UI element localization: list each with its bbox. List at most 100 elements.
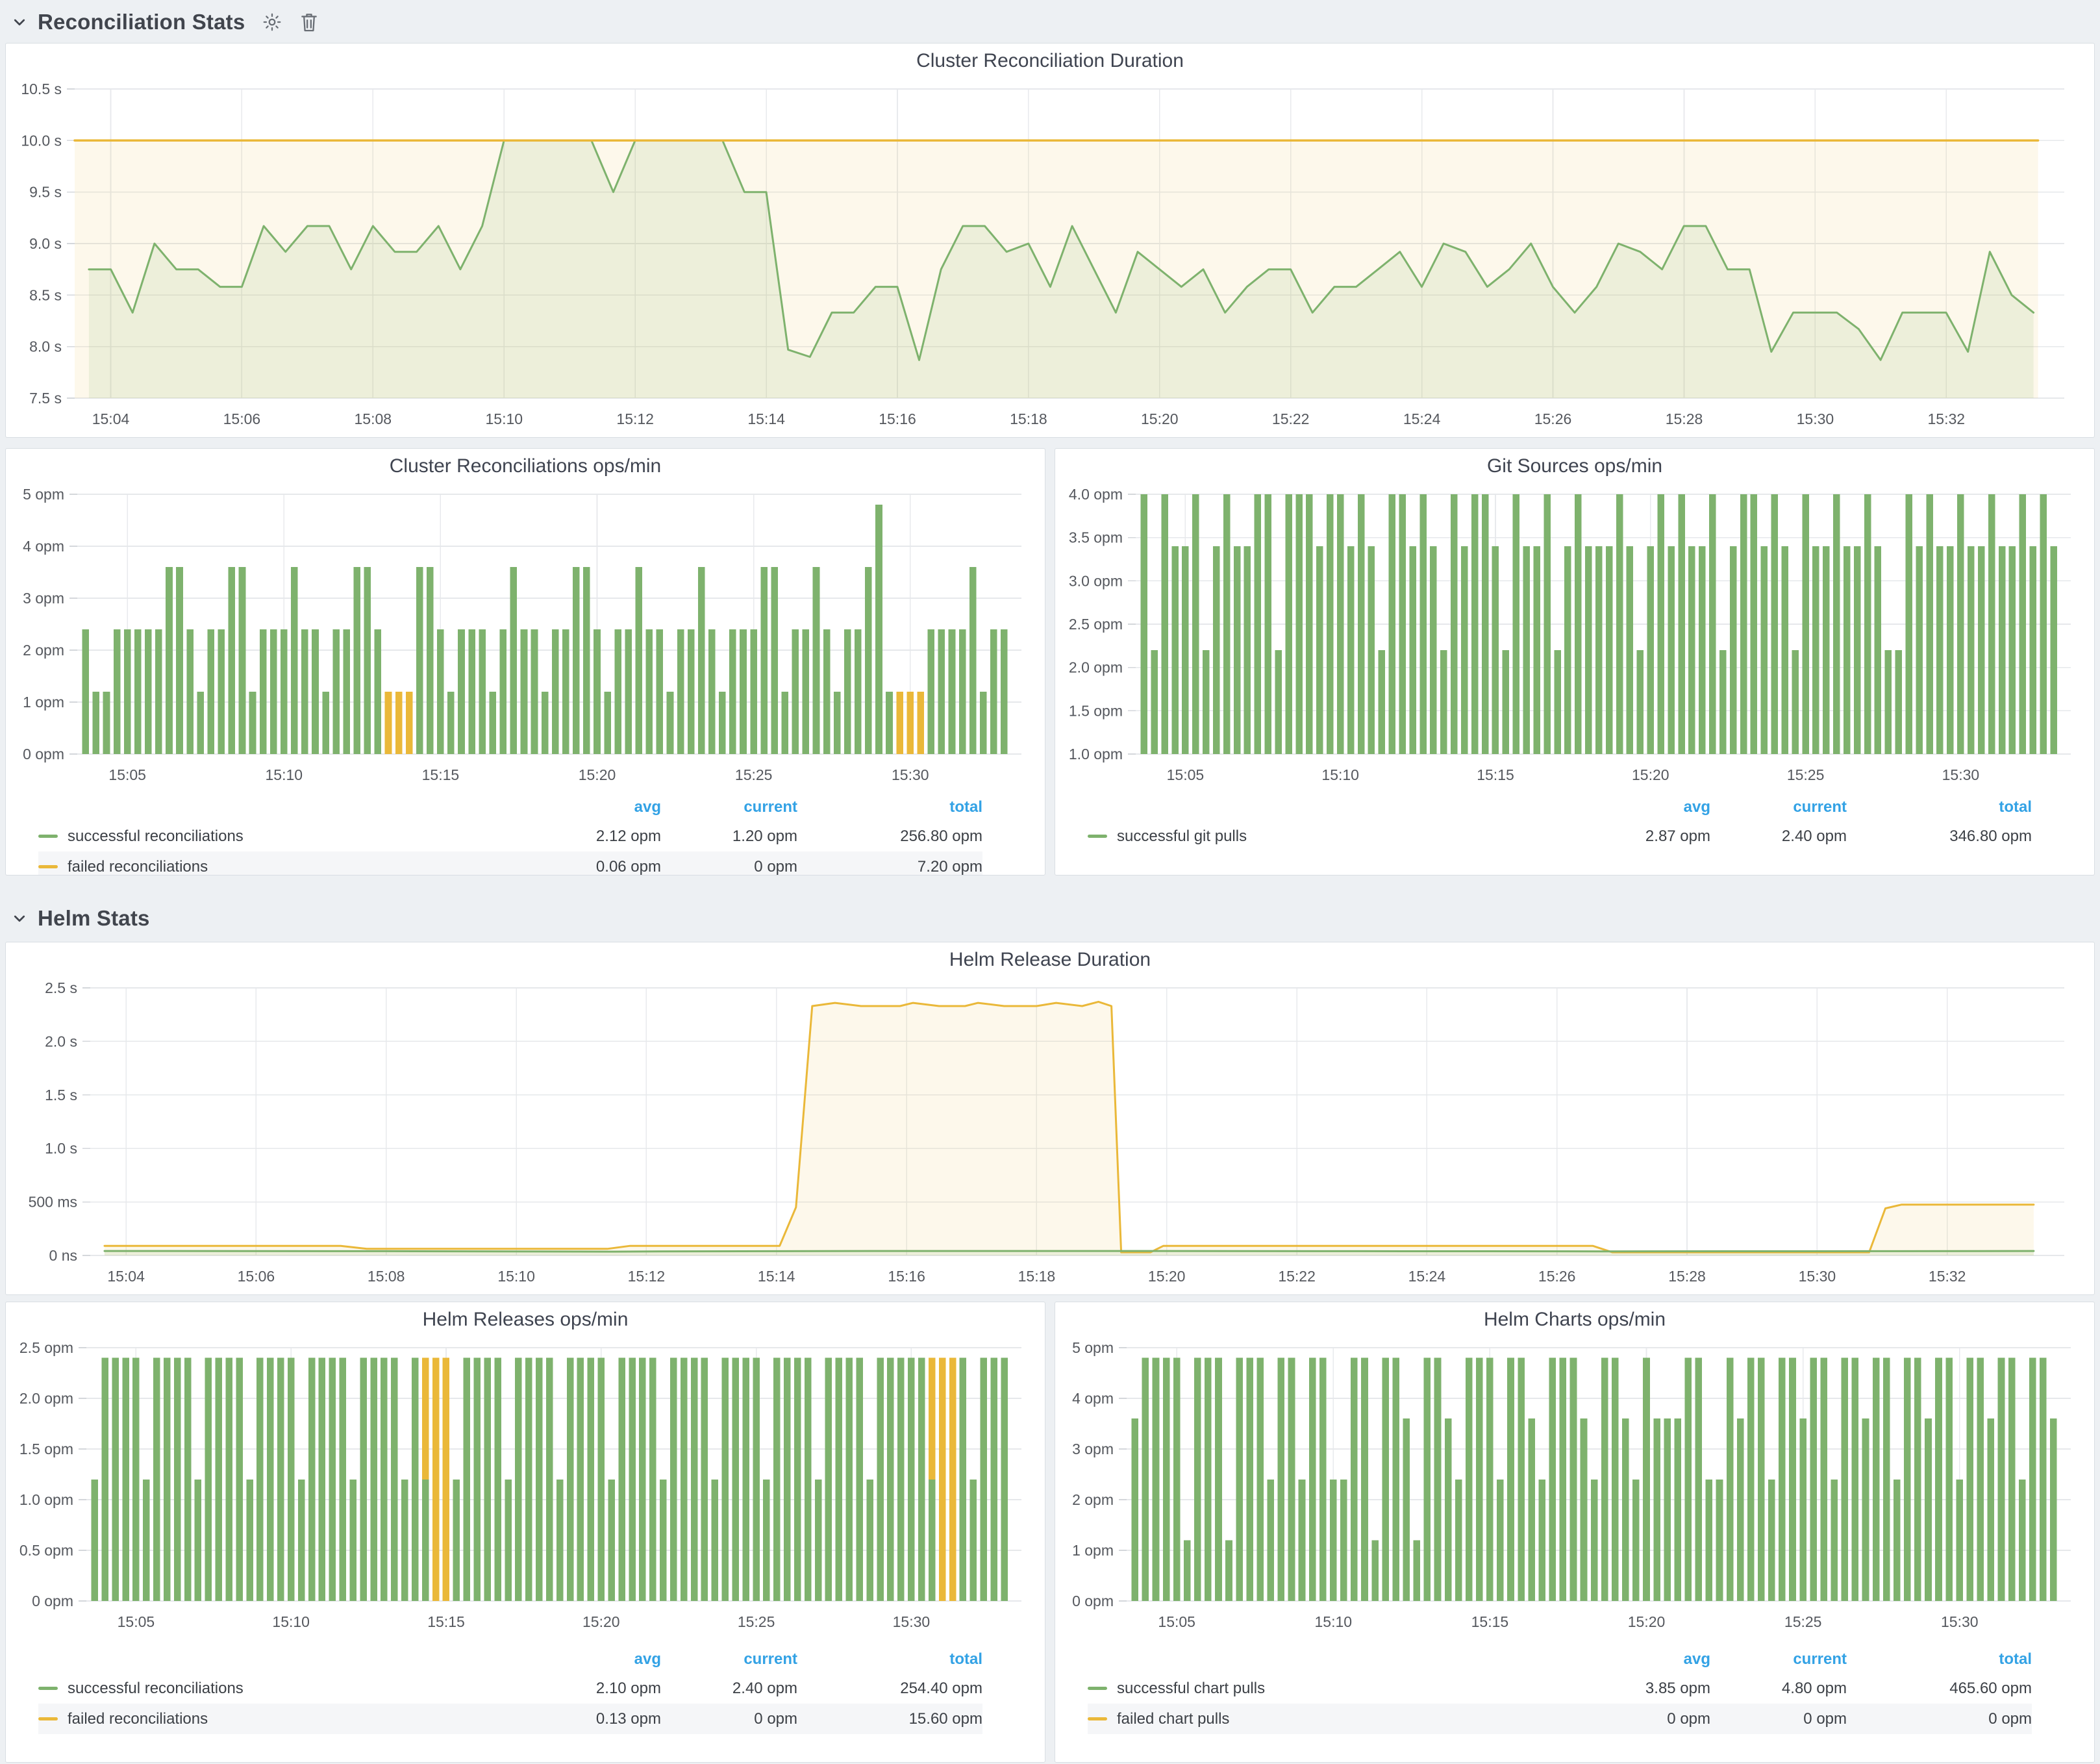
legend-row: successful reconciliations 2.10 opm 2.40 o…	[38, 1673, 982, 1704]
legend-col-header[interactable]: current	[1793, 1650, 1847, 1668]
svg-text:9.5 s: 9.5 s	[29, 184, 62, 201]
svg-text:15:25: 15:25	[1787, 766, 1825, 783]
svg-text:0 opm: 0 opm	[1072, 1593, 1114, 1609]
svg-text:0 opm: 0 opm	[32, 1593, 73, 1609]
legend-value: 2.87 opm	[1645, 827, 1710, 845]
legend-value: 2.10 opm	[595, 1679, 661, 1697]
panel-title[interactable]: Git Sources ops/min	[1486, 455, 1663, 477]
svg-text:15:16: 15:16	[879, 410, 916, 427]
svg-text:3 opm: 3 opm	[1072, 1441, 1114, 1457]
legend-col-header[interactable]: avg	[634, 798, 661, 816]
svg-text:15:04: 15:04	[107, 1268, 145, 1285]
legend-row: successful chart pulls 3.85 opm 4.80 opm 46…	[1088, 1673, 2032, 1704]
svg-text:15:14: 15:14	[758, 1268, 795, 1285]
cluster-reconciliations-opm-chart[interactable]: 0 opm 1 opm 2 opm 3 opm 4 opm 5 opm 15:05 15:10…	[6, 484, 1045, 789]
panel-title[interactable]: Cluster Reconciliations ops/min	[389, 455, 662, 477]
legend-col-header[interactable]: total	[949, 798, 982, 816]
legend-series-label[interactable]: successful git pulls	[1117, 827, 1247, 845]
svg-text:15:05: 15:05	[1158, 1613, 1195, 1630]
svg-text:4.0 opm: 4.0 opm	[1069, 486, 1123, 503]
legend-col-header[interactable]: avg	[1683, 798, 1710, 816]
svg-text:15:20: 15:20	[1632, 766, 1669, 783]
svg-text:0.5 opm: 0.5 opm	[19, 1542, 73, 1559]
series-color-dash	[38, 835, 58, 838]
svg-text:15:10: 15:10	[486, 410, 523, 427]
legend-col-header[interactable]: total	[1999, 1650, 2032, 1668]
legend-value: 2.12 opm	[595, 827, 661, 845]
legend: avg current total successful reconciliation…	[6, 789, 1045, 875]
legend-header: avg current total	[1088, 793, 2032, 821]
svg-text:10.5 s: 10.5 s	[21, 81, 62, 97]
svg-text:15:25: 15:25	[735, 766, 773, 783]
legend-row: successful reconciliations 2.12 opm 1.20 o…	[38, 821, 982, 851]
svg-text:15:26: 15:26	[1538, 1268, 1576, 1285]
section-title[interactable]: Helm Stats	[38, 906, 150, 930]
gear-icon[interactable]	[262, 12, 282, 32]
panel-title[interactable]: Helm Charts ops/min	[1483, 1309, 1666, 1330]
svg-text:9.0 s: 9.0 s	[29, 235, 62, 252]
svg-text:15:12: 15:12	[628, 1268, 666, 1285]
svg-text:15:28: 15:28	[1666, 410, 1703, 427]
svg-text:15:30: 15:30	[1797, 410, 1834, 427]
svg-text:15:30: 15:30	[1941, 1613, 1979, 1630]
helm-charts-opm-chart[interactable]: 0 opm 1 opm 2 opm 3 opm 4 opm 5 opm 15:05 15:10…	[1055, 1337, 2094, 1636]
svg-text:500 ms: 500 ms	[29, 1194, 77, 1211]
svg-text:8.5 s: 8.5 s	[29, 286, 62, 303]
svg-text:15:15: 15:15	[422, 766, 460, 783]
svg-text:1.5 s: 1.5 s	[45, 1087, 77, 1103]
helm-release-duration-chart[interactable]: 0 ns 500 ms 1.0 s 1.5 s 2.0 s 2.5 s 15:04 15:06…	[6, 977, 2094, 1291]
svg-text:2.5 opm: 2.5 opm	[19, 1339, 73, 1356]
panel-cluster-reconciliation-duration: Cluster Reconciliation Duration 7.5 s 8.0…	[5, 43, 2095, 438]
panel-title[interactable]: Helm Release Duration	[949, 949, 1151, 970]
series-color-dash	[1088, 835, 1107, 838]
legend-series-label[interactable]: failed reconciliations	[68, 857, 208, 876]
svg-text:8.0 s: 8.0 s	[29, 338, 62, 355]
legend-value: 0 opm	[1667, 1709, 1710, 1728]
svg-text:1 opm: 1 opm	[23, 694, 64, 711]
legend-value: 7.20 opm	[917, 857, 982, 876]
legend-col-header[interactable]: current	[744, 798, 797, 816]
legend-col-header[interactable]: total	[1999, 798, 2032, 816]
series-color-dash	[38, 865, 58, 868]
svg-text:1.5 opm: 1.5 opm	[19, 1441, 73, 1457]
trash-icon[interactable]	[299, 12, 319, 32]
legend-series-label[interactable]: successful chart pulls	[1117, 1679, 1266, 1697]
section-title[interactable]: Reconciliation Stats	[38, 10, 245, 34]
chevron-down-icon[interactable]	[12, 14, 27, 30]
svg-text:15:25: 15:25	[1784, 1613, 1822, 1630]
svg-text:15:05: 15:05	[108, 766, 146, 783]
legend-value: 0 opm	[1988, 1709, 2032, 1728]
legend-series-label[interactable]: successful reconciliations	[68, 827, 244, 845]
svg-text:1.0 opm: 1.0 opm	[19, 1491, 73, 1508]
svg-text:3 opm: 3 opm	[23, 590, 64, 607]
helm-releases-opm-chart[interactable]: 0 opm 0.5 opm 1.0 opm 1.5 opm 2.0 opm 2.5 opm…	[6, 1337, 1045, 1636]
svg-text:15:22: 15:22	[1272, 410, 1310, 427]
svg-text:1.5 opm: 1.5 opm	[1069, 702, 1123, 719]
svg-text:15:26: 15:26	[1534, 410, 1572, 427]
svg-text:15:18: 15:18	[1018, 1268, 1056, 1285]
legend-col-header[interactable]: avg	[1683, 1650, 1710, 1668]
section-header-helm-stats: Helm Stats	[12, 901, 150, 935]
section-header-reconciliation-stats: Reconciliation Stats	[12, 5, 319, 39]
series-color-dash	[38, 1717, 58, 1720]
legend-series-label[interactable]: failed reconciliations	[68, 1709, 208, 1728]
panel-helm-charts-opm: Helm Charts ops/min 0 opm 1 opm 2 opm 3 opm…	[1055, 1302, 2095, 1763]
svg-text:15:20: 15:20	[1141, 410, 1179, 427]
legend-series-label[interactable]: failed chart pulls	[1117, 1709, 1230, 1728]
legend-col-header[interactable]: total	[949, 1650, 982, 1668]
svg-text:15:16: 15:16	[888, 1268, 925, 1285]
legend-col-header[interactable]: current	[1793, 798, 1847, 816]
chevron-down-icon[interactable]	[12, 911, 27, 926]
git-sources-opm-chart[interactable]: 1.0 opm 1.5 opm 2.0 opm 2.5 opm 3.0 opm 3.5 o…	[1055, 484, 2094, 789]
legend-value: 4.80 opm	[1781, 1679, 1847, 1697]
svg-text:15:30: 15:30	[1942, 766, 1980, 783]
cluster-reconciliation-duration-chart[interactable]: 7.5 s 8.0 s 8.5 s 9.0 s 9.5 s 10.0 s 10.5 s 15:…	[6, 79, 2094, 433]
panel-title[interactable]: Helm Releases ops/min	[422, 1309, 629, 1330]
legend-series-label[interactable]: successful reconciliations	[68, 1679, 244, 1697]
svg-text:15:10: 15:10	[497, 1268, 535, 1285]
legend-value: 254.40 opm	[900, 1679, 982, 1697]
panel-title[interactable]: Cluster Reconciliation Duration	[916, 50, 1184, 71]
legend-col-header[interactable]: avg	[634, 1650, 661, 1668]
legend-col-header[interactable]: current	[744, 1650, 797, 1668]
series-color-dash	[1088, 1717, 1107, 1720]
